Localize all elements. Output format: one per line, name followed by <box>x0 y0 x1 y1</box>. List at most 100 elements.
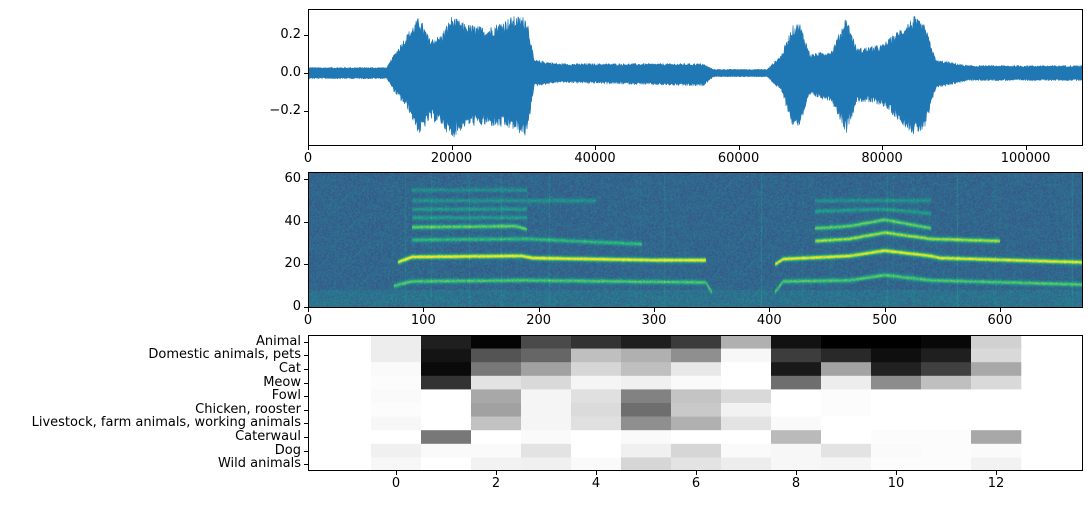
heatmap-cell <box>921 348 972 363</box>
heatmap-cell <box>621 335 672 349</box>
y-tick <box>304 382 308 384</box>
heatmap-cell <box>671 348 722 363</box>
heatmap-cell <box>471 375 522 390</box>
heatmap-cell <box>371 335 422 349</box>
y-tick-label: Cat <box>278 361 301 376</box>
heatmap-cell <box>621 430 672 445</box>
heatmap-cell <box>721 389 772 404</box>
x-tick <box>308 308 309 312</box>
heatmap-cell <box>771 430 822 445</box>
y-tick <box>304 35 308 37</box>
x-tick <box>996 471 997 475</box>
y-tick-label: Livestock, farm animals, working animals <box>31 415 301 431</box>
heatmap-cell <box>571 457 622 471</box>
y-tick <box>304 179 308 181</box>
heatmap-cell <box>971 430 1022 445</box>
heatmap-cell <box>371 375 422 390</box>
heatmap-cell <box>971 348 1022 363</box>
heatmap-cell <box>571 348 622 363</box>
y-tick-label: 0.0 <box>280 65 301 81</box>
heatmap-cell <box>671 389 722 404</box>
heatmap-cell <box>971 362 1022 377</box>
heatmap-cell <box>471 430 522 445</box>
heatmap-cell <box>521 416 572 431</box>
heatmap-cell <box>521 457 572 471</box>
y-tick-label: Animal <box>256 333 301 349</box>
x-tick <box>538 308 540 312</box>
heatmap-cell <box>771 375 822 390</box>
heatmap-cell <box>621 348 672 363</box>
heatmap-cell <box>921 403 972 417</box>
heatmap-cell <box>721 430 772 445</box>
heatmap-cell <box>721 375 772 390</box>
heatmap-cell <box>471 403 522 417</box>
x-tick-label: 40000 <box>574 151 616 166</box>
x-tick <box>884 308 886 312</box>
heatmap-cell <box>421 362 472 377</box>
heatmap-cell <box>621 389 672 404</box>
x-tick-label: 2 <box>491 476 501 491</box>
x-tick <box>896 471 897 475</box>
heatmap-cell <box>471 362 522 377</box>
heatmap-cell <box>721 443 772 458</box>
y-tick-label: 40 <box>284 213 301 229</box>
x-tick-label: 100 <box>410 313 436 328</box>
heatmap-cell <box>771 403 822 417</box>
heatmap-cell <box>871 430 922 445</box>
heatmap-cell <box>671 403 722 417</box>
y-tick <box>304 306 308 308</box>
x-tick <box>595 146 597 150</box>
x-tick-label: 300 <box>641 313 667 328</box>
heatmap-cell <box>921 416 972 431</box>
heatmap-cell <box>771 457 822 471</box>
x-tick <box>738 146 740 150</box>
heatmap-cell <box>571 389 622 404</box>
heatmap-cell <box>671 362 722 377</box>
heatmap-cell <box>721 348 772 363</box>
heatmap-cell <box>821 443 872 458</box>
spectrogram-plot <box>308 172 1083 308</box>
y-tick <box>304 437 308 438</box>
heatmap-cell <box>571 443 622 458</box>
heatmap-cell <box>971 335 1022 349</box>
heatmap-cell <box>421 443 472 458</box>
heatmap-cell <box>521 430 572 445</box>
heatmap-cell <box>371 430 422 445</box>
waveform-plot <box>308 9 1083 146</box>
heatmap-cell <box>821 416 872 431</box>
x-tick <box>496 471 497 475</box>
x-tick <box>423 308 425 312</box>
heatmap-cell <box>871 335 922 349</box>
y-tick <box>304 111 308 113</box>
heatmap-cell <box>421 375 472 390</box>
heatmap-cell <box>371 403 422 417</box>
heatmap-cell <box>621 375 672 390</box>
heatmap-cell <box>471 348 522 363</box>
heatmap-cell <box>571 362 622 377</box>
heatmap-cell <box>821 348 872 363</box>
heatmap-cell <box>821 335 872 349</box>
heatmap-cell <box>721 457 772 471</box>
heatmap-cell <box>421 416 472 431</box>
x-tick-label: 10 <box>887 476 905 491</box>
x-tick-label: 20000 <box>430 151 473 166</box>
heatmap-cell <box>371 389 422 404</box>
heatmap-cell <box>971 403 1022 417</box>
heatmap-cell <box>521 443 572 458</box>
heatmap-cell <box>371 348 422 363</box>
y-tick-label: −0.2 <box>269 103 301 119</box>
heatmap-cell <box>871 416 922 431</box>
heatmap-cell <box>571 335 622 349</box>
x-tick-label: 6 <box>691 476 701 491</box>
heatmap-cell <box>771 335 822 349</box>
x-tick <box>999 308 1001 312</box>
heatmap-cell <box>521 335 572 349</box>
x-tick <box>596 471 597 475</box>
heatmap-cell <box>771 443 822 458</box>
heatmap-cell <box>521 389 572 404</box>
x-tick <box>308 146 309 150</box>
x-tick-label: 0 <box>391 476 401 491</box>
y-tick-label: Wild animals <box>217 456 301 472</box>
x-tick <box>396 471 397 475</box>
y-tick <box>304 464 308 466</box>
